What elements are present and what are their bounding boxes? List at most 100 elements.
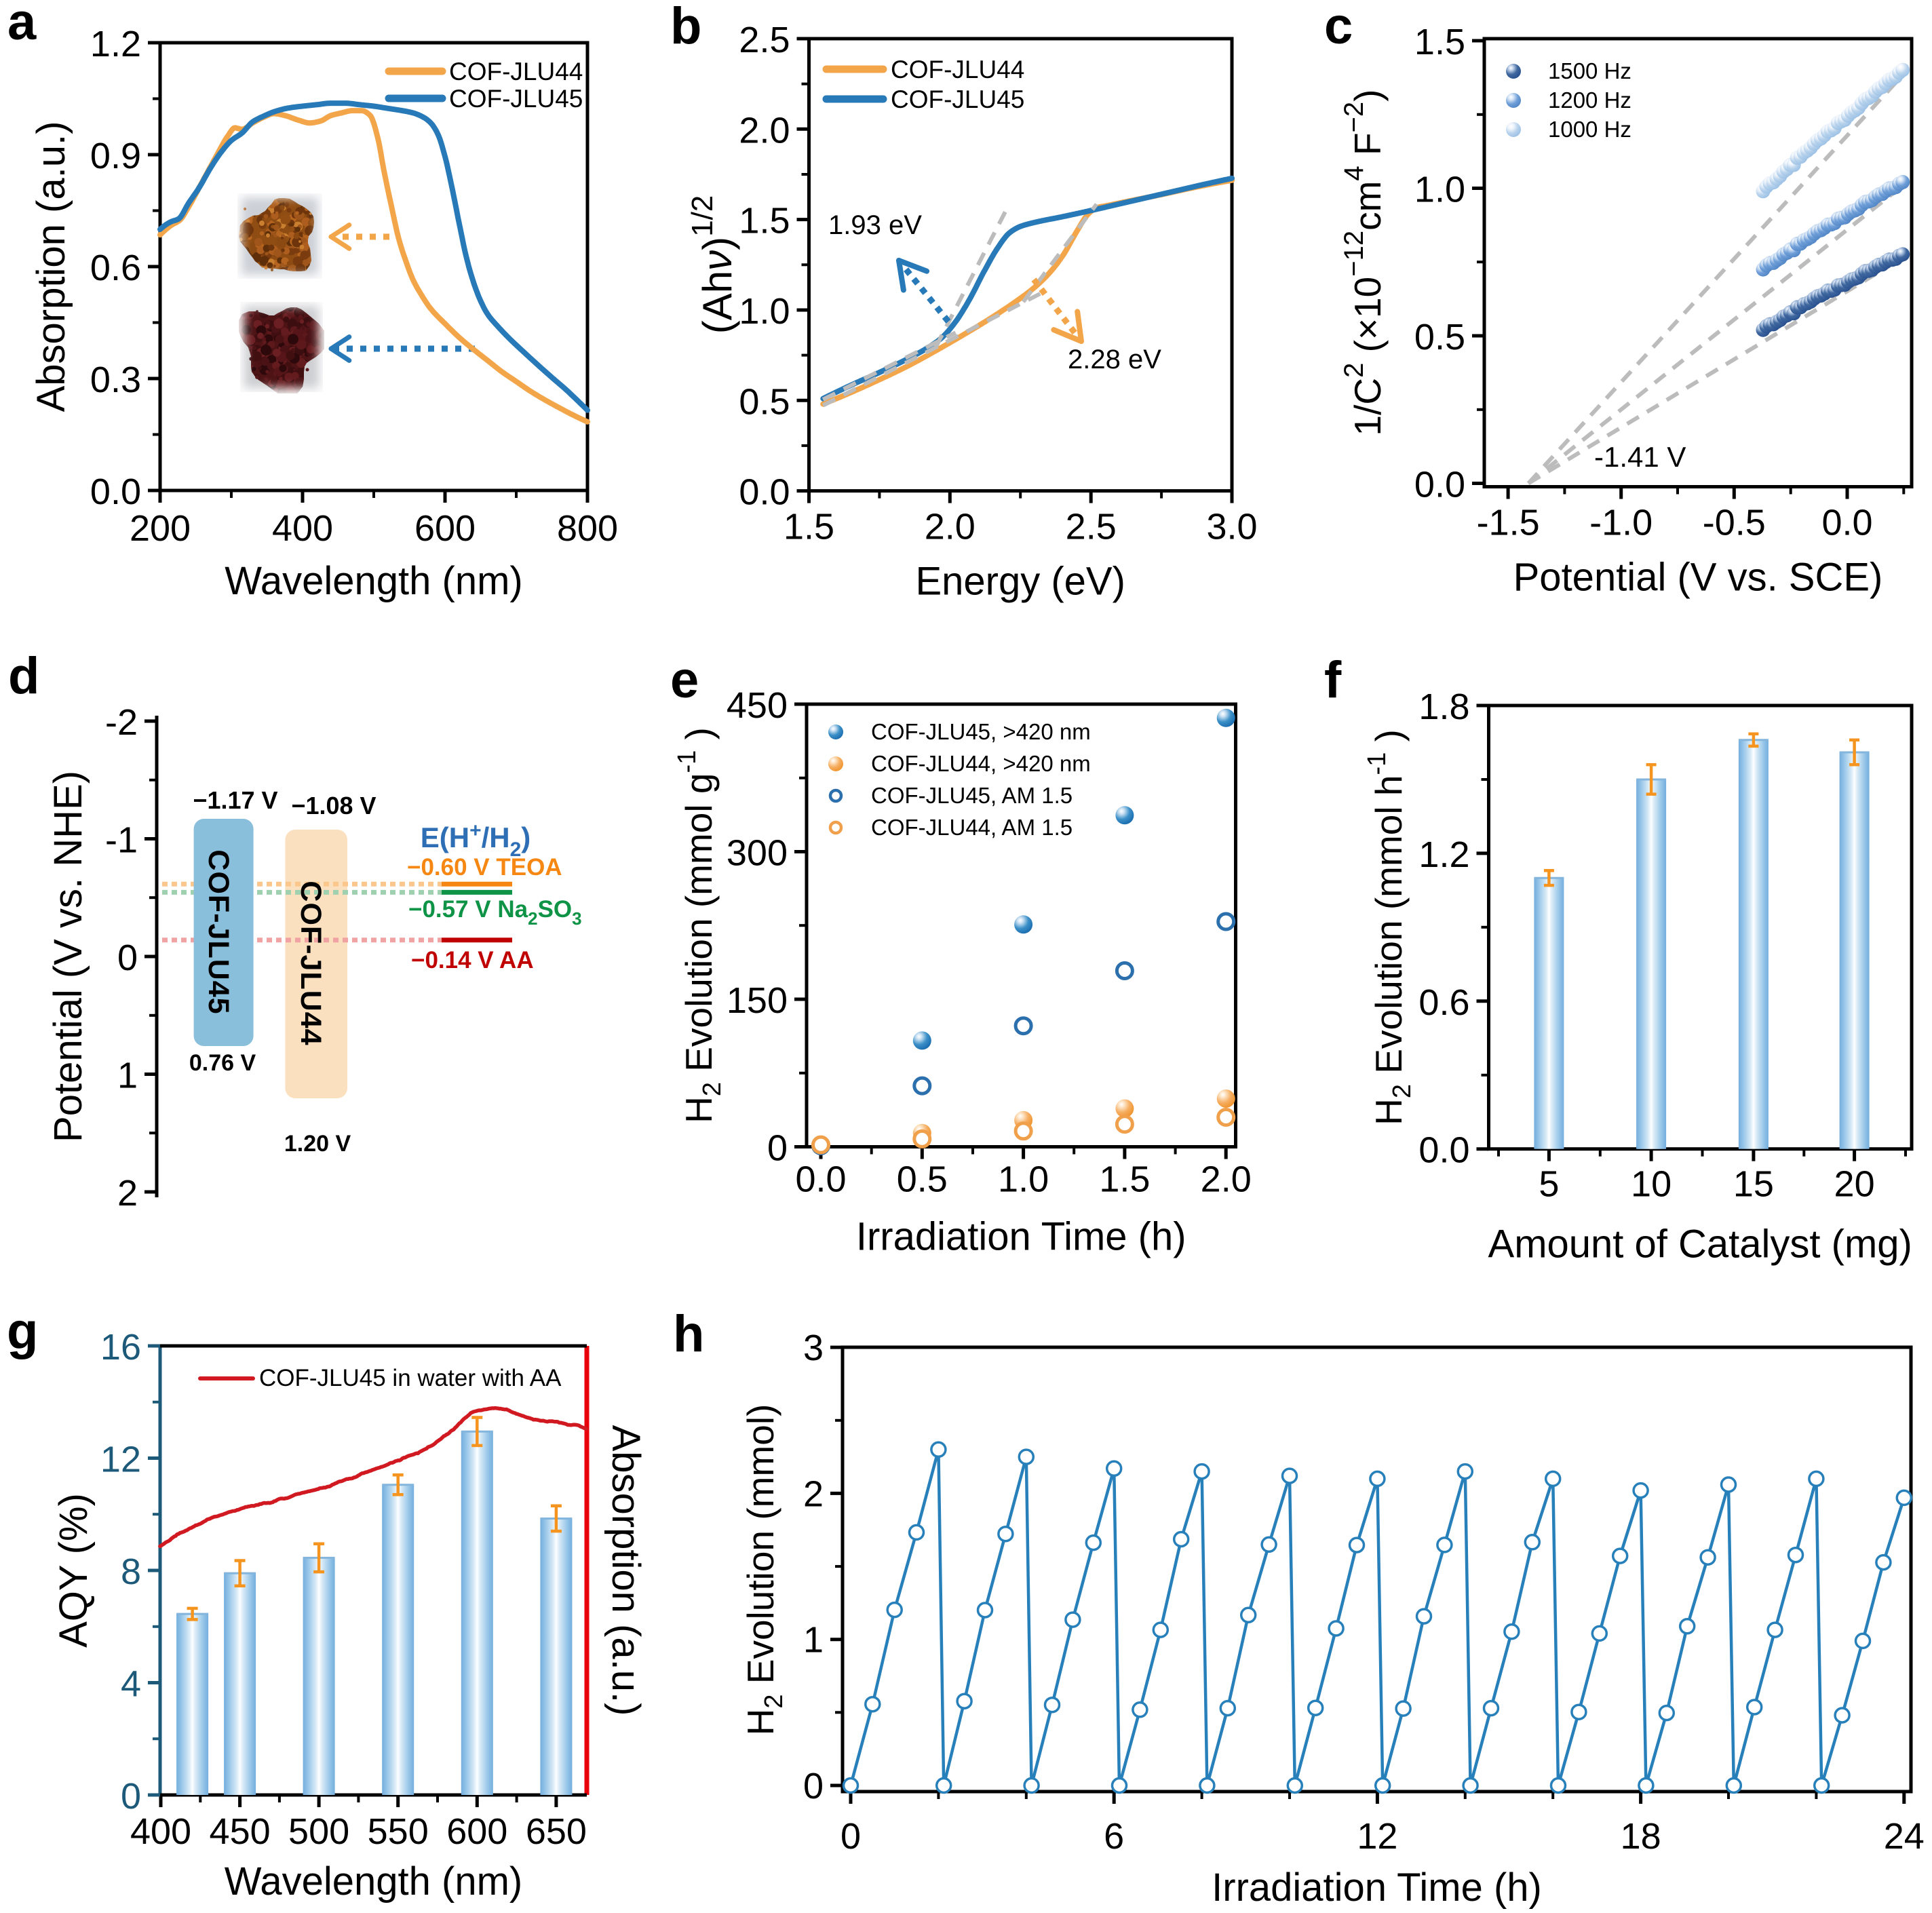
svg-text:16: 16 (100, 1327, 141, 1368)
svg-text:0.0: 0.0 (739, 472, 790, 513)
svg-text:0.5: 0.5 (897, 1159, 948, 1200)
svg-text:-1.5: -1.5 (1477, 503, 1540, 543)
svg-text:Energy (eV): Energy (eV) (915, 560, 1125, 604)
svg-text:24: 24 (1884, 1816, 1925, 1857)
svg-text:e: e (670, 651, 699, 709)
svg-text:1.5: 1.5 (784, 507, 834, 547)
svg-text:H2 Evolution (mmol): H2 Evolution (mmol) (739, 1404, 788, 1736)
svg-text:0.5: 0.5 (1414, 317, 1465, 358)
svg-text:1.5: 1.5 (1414, 22, 1465, 62)
svg-text:COF-JLU44, >420 nm: COF-JLU44, >420 nm (871, 751, 1091, 776)
svg-text:1000 Hz: 1000 Hz (1548, 117, 1631, 142)
svg-text:12: 12 (100, 1439, 141, 1480)
svg-text:600: 600 (446, 1811, 507, 1852)
svg-text:0.9: 0.9 (90, 136, 141, 176)
svg-text:0.0: 0.0 (1414, 465, 1465, 505)
svg-text:0.6: 0.6 (1418, 982, 1469, 1023)
svg-text:f: f (1324, 651, 1342, 709)
svg-text:−1.17 V: −1.17 V (193, 786, 277, 814)
svg-text:18: 18 (1621, 1816, 1661, 1857)
svg-text:2.28 eV: 2.28 eV (1068, 345, 1161, 374)
svg-text:H2 Evolution (mmol h-1 ): H2 Evolution (mmol h-1 ) (1363, 729, 1416, 1125)
svg-text:1.5: 1.5 (1099, 1159, 1150, 1200)
svg-text:Irradiation Time (h): Irradiation Time (h) (856, 1215, 1186, 1259)
svg-text:0.76 V: 0.76 V (189, 1050, 256, 1076)
svg-text:COF-JLU45: COF-JLU45 (202, 849, 235, 1014)
svg-text:2.5: 2.5 (739, 20, 790, 60)
svg-text:1.93 eV: 1.93 eV (828, 210, 922, 240)
svg-text:COF-JLU44: COF-JLU44 (891, 56, 1024, 83)
svg-text:2.0: 2.0 (1201, 1159, 1252, 1200)
svg-text:Wavelength (nm): Wavelength (nm) (225, 1859, 522, 1904)
svg-text:0: 0 (117, 938, 138, 978)
svg-text:0.5: 0.5 (739, 381, 790, 422)
svg-text:1: 1 (117, 1056, 138, 1096)
svg-text:-0.5: -0.5 (1703, 503, 1766, 543)
svg-text:4: 4 (121, 1664, 141, 1705)
svg-text:1500 Hz: 1500 Hz (1548, 58, 1631, 83)
svg-text:3.0: 3.0 (1206, 507, 1257, 547)
svg-text:Wavelength (nm): Wavelength (nm) (225, 559, 522, 603)
svg-text:b: b (670, 0, 701, 55)
svg-text:-1: -1 (105, 820, 138, 861)
svg-text:2.0: 2.0 (739, 110, 790, 151)
svg-text:c: c (1324, 0, 1353, 55)
svg-text:0.6: 0.6 (90, 248, 141, 288)
svg-text:Absorption (a.u.): Absorption (a.u.) (604, 1425, 648, 1716)
svg-text:COF-JLU44: COF-JLU44 (449, 58, 583, 85)
svg-text:H2 Evolution (mmol g-1 ): H2 Evolution (mmol g-1 ) (673, 727, 727, 1123)
svg-text:0: 0 (841, 1816, 861, 1857)
svg-text:300: 300 (727, 833, 788, 874)
svg-text:1.0: 1.0 (998, 1159, 1049, 1200)
svg-text:600: 600 (414, 508, 476, 549)
svg-text:−0.14 V AA: −0.14 V AA (411, 947, 534, 973)
svg-text:1.2: 1.2 (90, 24, 141, 64)
svg-text:2.5: 2.5 (1066, 507, 1117, 547)
svg-text:150: 150 (727, 980, 788, 1021)
svg-text:0.0: 0.0 (795, 1159, 846, 1200)
svg-text:0.0: 0.0 (1418, 1130, 1469, 1171)
svg-text:8: 8 (121, 1551, 141, 1592)
svg-text:400: 400 (272, 508, 333, 549)
svg-text:2.0: 2.0 (925, 507, 975, 547)
svg-text:1200 Hz: 1200 Hz (1548, 88, 1631, 113)
svg-text:0.0: 0.0 (1821, 503, 1872, 543)
svg-text:1.0: 1.0 (1414, 170, 1465, 210)
svg-text:0.3: 0.3 (90, 360, 141, 400)
svg-text:0: 0 (803, 1766, 824, 1806)
svg-text:h: h (673, 1305, 704, 1363)
svg-text:20: 20 (1834, 1164, 1875, 1205)
svg-text:AQY (%): AQY (%) (52, 1493, 96, 1648)
svg-text:Irradiation Time (h): Irradiation Time (h) (1212, 1866, 1542, 1910)
svg-text:0.0: 0.0 (90, 471, 141, 512)
svg-text:2: 2 (803, 1473, 824, 1514)
svg-text:500: 500 (288, 1811, 349, 1852)
svg-text:COF-JLU44, AM 1.5: COF-JLU44, AM 1.5 (871, 815, 1073, 840)
svg-text:5: 5 (1539, 1164, 1559, 1205)
svg-text:450: 450 (210, 1811, 271, 1852)
svg-text:Potential (V vs. SCE): Potential (V vs. SCE) (1513, 556, 1883, 600)
svg-text:2: 2 (117, 1173, 138, 1214)
svg-text:Potential (V vs. NHE): Potential (V vs. NHE) (46, 771, 90, 1142)
svg-text:450: 450 (727, 685, 788, 726)
svg-text:g: g (7, 1302, 38, 1360)
svg-text:-1.0: -1.0 (1589, 503, 1653, 543)
svg-text:12: 12 (1357, 1816, 1397, 1857)
svg-text:COF-JLU45 in water with AA: COF-JLU45 in water with AA (259, 1365, 562, 1391)
svg-text:800: 800 (557, 508, 618, 549)
svg-text:15: 15 (1733, 1164, 1774, 1205)
svg-text:650: 650 (526, 1811, 587, 1852)
svg-text:3: 3 (803, 1328, 824, 1368)
svg-text:550: 550 (368, 1811, 429, 1852)
svg-text:0: 0 (121, 1776, 141, 1817)
svg-text:-1.41 V: -1.41 V (1594, 441, 1686, 473)
svg-text:-2: -2 (105, 702, 138, 743)
svg-text:COF-JLU45: COF-JLU45 (449, 85, 583, 113)
svg-text:10: 10 (1631, 1164, 1672, 1205)
svg-text:1.0: 1.0 (739, 291, 790, 332)
svg-text:−1.08 V: −1.08 V (291, 792, 376, 819)
svg-text:1: 1 (803, 1620, 824, 1661)
svg-text:COF-JLU45: COF-JLU45 (891, 85, 1024, 113)
svg-text:−0.60 V TEOA: −0.60 V TEOA (407, 854, 562, 881)
svg-text:1.8: 1.8 (1418, 687, 1469, 727)
